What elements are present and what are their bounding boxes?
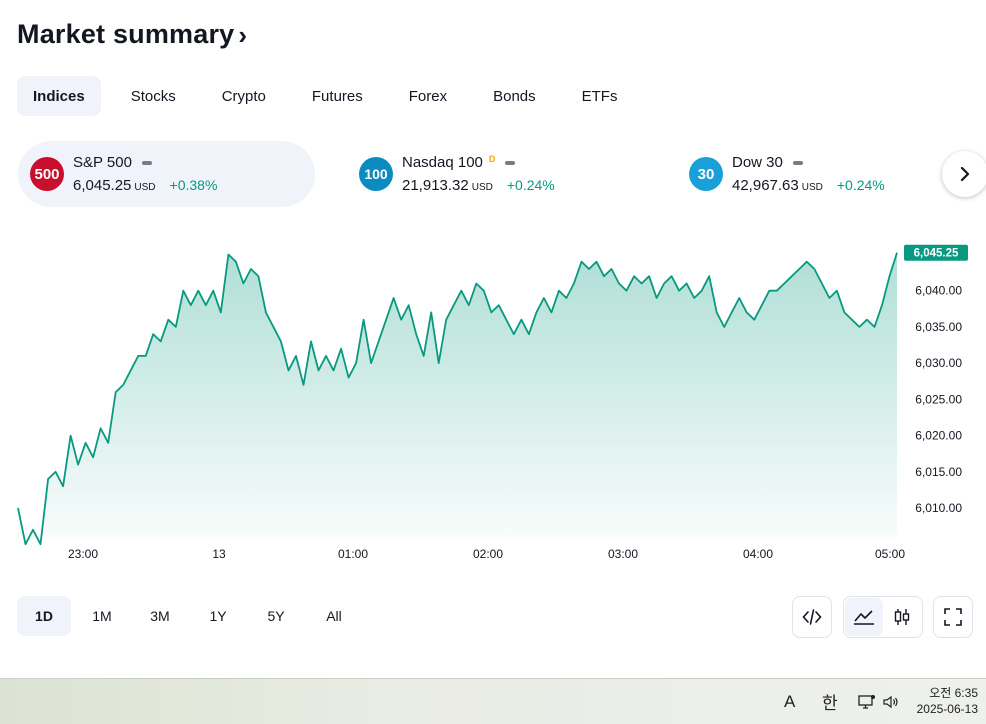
tab-bonds[interactable]: Bonds [493,87,536,105]
market-closed-icon [792,160,803,165]
range-3m-button[interactable]: 3M [150,608,170,624]
ticker-change: +0.24% [506,177,555,193]
range-1y-button[interactable]: 1Y [209,608,227,624]
embed-button[interactable] [792,596,832,638]
y-tick-label: 6,010.00 [915,501,962,515]
fullscreen-button[interactable] [933,596,973,638]
ticker-dow30[interactable]: 30 Dow 30 42,967.63 USD +0.24% [677,141,937,207]
page-title[interactable]: Market summary › [17,18,247,51]
range-1d-button[interactable]: 1D [17,596,71,636]
chart-style-toggle [843,596,923,638]
ticker-value: 42,967.63 [732,177,799,194]
tab-indices[interactable]: Indices [17,76,101,116]
tab-crypto[interactable]: Crypto [221,87,266,105]
price-chart[interactable]: 6,010.00 6,015.00 6,020.00 6,025.00 6,030.00… [0,230,986,570]
clock-date: 2025-06-13 [916,702,978,716]
volume-glyph [883,695,898,708]
market-closed-icon [141,160,152,165]
network-icon[interactable] [858,679,876,724]
market-closed-icon [505,160,516,165]
range-1m-button[interactable]: 1M [92,608,112,624]
x-tick-label: 05:00 [875,547,905,561]
network-glyph [858,694,875,709]
ticker-change: +0.24% [836,177,885,193]
dow30-badge: 30 [689,157,723,191]
nasdaq100-badge: 100 [359,157,393,191]
x-tick-label: 13 [212,547,226,561]
delayed-marker: D [488,153,496,164]
system-clock[interactable]: 오전 6:35 2025-06-13 [917,685,978,717]
ticker-unit: USD [801,182,823,193]
y-tick-label: 6,040.00 [915,284,962,298]
x-tick-label: 04:00 [743,547,773,561]
tab-etfs[interactable]: ETFs [581,87,618,105]
page-title-text: Market summary [17,19,235,49]
clock-time: 오전 6:35 [929,686,978,700]
ticker-strip: 500 S&P 500 6,045.25 USD +0.38% 100 Nasd… [18,141,986,207]
chart-area-fill [18,252,897,545]
ime-mode-english[interactable]: A [784,691,796,711]
chevron-right-icon [960,167,970,181]
ticker-name: S&P 500 [73,154,132,171]
candlestick-icon [894,609,910,625]
ticker-name: Nasdaq 100 [402,154,483,171]
y-tick-label: 6,035.00 [915,320,962,334]
x-tick-label: 23:00 [68,547,98,561]
y-tick-label: 6,015.00 [915,465,962,479]
ticker-unit: USD [471,182,493,193]
range-selector: 1D 1M 3M 1Y 5Y All [17,596,365,636]
ticker-nasdaq100[interactable]: 100 Nasdaq 100 D 21,913.32 USD +0.24% [347,141,637,207]
category-tabs: Indices Stocks Crypto Futures Forex Bond… [17,76,647,116]
ticker-unit: USD [134,182,156,193]
next-tickers-button[interactable] [942,151,986,197]
range-5y-button[interactable]: 5Y [267,608,285,624]
tab-forex[interactable]: Forex [408,87,448,105]
embed-code-icon [802,609,822,625]
x-tick-label: 01:00 [338,547,368,561]
ticker-change: +0.38% [169,177,218,193]
ticker-name: Dow 30 [732,154,783,171]
volume-icon[interactable] [882,679,900,724]
range-all-button[interactable]: All [326,608,342,624]
tab-stocks[interactable]: Stocks [130,87,176,105]
ticker-value: 21,913.32 [402,177,469,194]
last-price-label: 6,045.25 [914,248,959,260]
tab-futures[interactable]: Futures [311,87,363,105]
ticker-value: 6,045.25 [73,177,132,194]
last-price-marker [904,244,968,261]
x-tick-label: 03:00 [608,547,638,561]
y-tick-label: 6,025.00 [915,392,962,406]
ticker-sp500[interactable]: 500 S&P 500 6,045.25 USD +0.38% [18,141,315,207]
candles-chart-button[interactable] [883,598,921,636]
ime-mode-korean[interactable]: 한 [822,694,838,713]
y-tick-label: 6,030.00 [915,356,962,370]
chart-price-line [17,252,898,546]
line-chart-icon [854,610,874,625]
taskbar: A 한 오전 6:35 2025-06-13 [0,678,986,724]
x-tick-label: 02:00 [473,547,503,561]
chevron-right-icon: › [238,20,248,50]
fullscreen-icon [944,608,962,626]
sp500-badge: 500 [30,157,64,191]
y-tick-label: 6,020.00 [915,429,962,443]
line-chart-button[interactable] [845,598,883,636]
